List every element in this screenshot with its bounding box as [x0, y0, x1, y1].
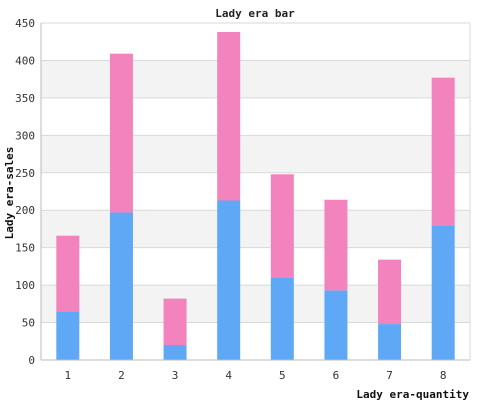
bar-segment-1	[431, 225, 455, 360]
x-axis-title: Lady era-quantity	[356, 388, 469, 400]
bar-segment-1	[324, 290, 348, 360]
bar-segment-1	[163, 345, 187, 360]
bar-segment-2	[270, 174, 294, 278]
bar-segment-2	[324, 199, 348, 291]
x-tick-label: 6	[333, 369, 340, 382]
x-tick-label: 5	[279, 369, 286, 382]
y-tick-label: 0	[28, 354, 35, 367]
y-tick-label: 200	[15, 204, 35, 217]
bar-segment-2	[431, 77, 455, 226]
x-tick-label: 7	[386, 369, 393, 382]
bar-segment-1	[56, 311, 80, 360]
bar-segment-2	[378, 259, 402, 325]
bar-segment-1	[217, 200, 241, 360]
plot-bands	[41, 60, 470, 323]
plot-band	[41, 60, 470, 98]
y-tick-label: 50	[22, 317, 35, 330]
x-tick-label: 3	[172, 369, 179, 382]
y-tick-labels: 0 50 100 150 200 250 300 350 400 450	[15, 17, 35, 367]
y-tick-label: 250	[15, 167, 35, 180]
bars	[56, 31, 455, 360]
bar-segment-2	[217, 31, 241, 201]
y-tick-label: 150	[15, 242, 35, 255]
plot-band	[41, 285, 470, 323]
y-tick-label: 450	[15, 17, 35, 30]
y-tick-label: 400	[15, 54, 35, 67]
bar-segment-1	[109, 212, 133, 360]
x-tick-labels: 1 2 3 4 5 6 7 8	[65, 369, 447, 382]
x-tick-label: 2	[118, 369, 125, 382]
bar-segment-1	[270, 277, 294, 360]
y-tick-label: 350	[15, 92, 35, 105]
plot-band	[41, 210, 470, 248]
x-tick-label: 4	[225, 369, 232, 382]
axes	[40, 23, 471, 361]
y-tick-label: 100	[15, 279, 35, 292]
bar-segment-2	[163, 298, 187, 346]
chart-title: Lady era bar	[215, 7, 295, 20]
x-tick-label: 1	[65, 369, 72, 382]
bar-segment-2	[109, 53, 133, 213]
y-axis-title: Lady era-sales	[3, 147, 16, 240]
bar-segment-1	[378, 324, 402, 360]
x-tick-label: 8	[440, 369, 447, 382]
bar-segment-2	[56, 235, 80, 312]
plot-band	[41, 135, 470, 173]
y-tick-label: 300	[15, 129, 35, 142]
